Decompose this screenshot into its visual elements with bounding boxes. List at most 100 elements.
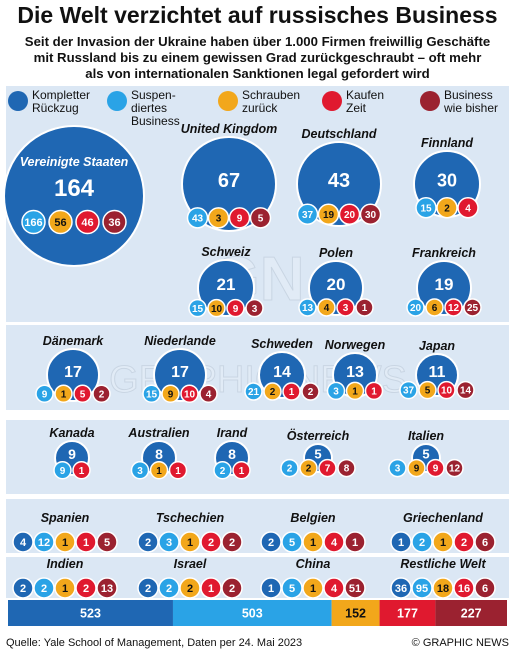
bubble-indien-suspended-value: 2 [41, 583, 47, 595]
bubble-irand-suspended-circle [213, 460, 232, 480]
bubble-israel-full_withdrawal-circle [137, 577, 159, 599]
bubble-schweden-suspended-circle [244, 382, 263, 401]
bubble-vereinigte-staaten-business_as_usual-value: 36 [108, 217, 120, 229]
bubble-schweiz-scaling_back-value: 10 [211, 304, 223, 315]
bubble-spanien-scaling_back-value: 1 [62, 537, 68, 549]
bubble-tschechien-suspended: 3 [158, 531, 180, 553]
country-label-japan: Japan [419, 339, 455, 353]
country-label-österreich: Österreich [287, 428, 350, 443]
bubble-indien-business_as_usual-value: 13 [101, 583, 113, 595]
bubble-australien-suspended-circle [130, 460, 150, 480]
bubble-japan-buying_time: 10 [437, 380, 456, 400]
bubble-finnland-suspended-value: 15 [420, 203, 432, 214]
bubble-frankreich-buying_time: 12 [444, 298, 463, 317]
bubble-belgien-business_as_usual: 1 [344, 531, 366, 553]
country-label-italien: Italien [408, 429, 444, 443]
bubble-israel-business_as_usual: 2 [221, 577, 243, 599]
bubble-australien-suspended: 3 [130, 460, 150, 480]
bubble-australien-main-value: 8 [155, 446, 163, 462]
country-label-kanada: Kanada [49, 426, 94, 440]
bubble-polen-business_as_usual: 1 [355, 298, 374, 317]
bubble-finnland-scaling_back: 2 [436, 197, 458, 219]
bubble-united-kingdom-business_as_usual-value: 5 [258, 213, 264, 224]
bubble-united-kingdom-scaling_back-circle [207, 207, 230, 229]
bubble-niederlande-buying_time-value: 10 [184, 389, 196, 400]
bubble-norwegen-main-value: 13 [346, 364, 364, 381]
bubble-schweden-buying_time: 1 [282, 382, 301, 401]
bubble-tschechien-full_withdrawal-circle [137, 531, 159, 553]
bubble-schweden-main-value: 14 [273, 364, 291, 381]
bubble-vereinigte-staaten-main-value: 164 [54, 175, 95, 202]
bubble-belgien-business_as_usual-circle [344, 531, 366, 553]
bubble-finnland-buying_time-circle [457, 197, 479, 219]
bubble-niederlande-business_as_usual-circle [199, 384, 218, 403]
bubble-vereinigte-staaten-scaling_back-circle [48, 209, 73, 235]
bubble-finnland-buying_time-value: 4 [465, 203, 471, 214]
legend-label-buying_time: Zeit [346, 101, 367, 115]
bubble-österreich-scaling_back-value: 2 [306, 464, 312, 475]
chart-title: Die Welt verzichtet auf russisches Busin… [17, 2, 498, 28]
bubble-restliche-welt-business_as_usual-circle [474, 577, 496, 599]
bubble-griechenland-business_as_usual-circle [474, 531, 496, 553]
bubble-österreich-buying_time-value: 7 [325, 464, 331, 475]
bubble-frankreich-business_as_usual: 25 [463, 298, 482, 317]
bubble-norwegen-buying_time-circle [364, 381, 384, 401]
country-label-deutschland: Deutschland [301, 127, 376, 141]
bubble-frankreich-suspended-value: 20 [410, 303, 422, 314]
country-deutschland: Deutschland 43 [296, 127, 382, 227]
bubble-tschechien-scaling_back: 1 [179, 531, 201, 553]
bubble-italien-suspended: 3 [388, 458, 407, 478]
bubble-niederlande-business_as_usual-value: 4 [206, 389, 212, 400]
bubble-china-full_withdrawal: 1 [260, 577, 282, 599]
legend-swatch-business_as_usual [420, 91, 440, 111]
bubble-schweden-scaling_back-value: 2 [270, 387, 276, 398]
country-label-frankreich: Frankreich [412, 246, 476, 260]
bubble-griechenland-full_withdrawal: 1 [390, 531, 412, 553]
bubble-china-scaling_back-value: 1 [310, 583, 316, 595]
bubble-niederlande-buying_time-circle [180, 384, 199, 403]
bubble-irand-suspended: 2 [213, 460, 232, 480]
bubble-schweden-business_as_usual: 2 [301, 382, 320, 401]
bubble-norwegen-suspended-circle [326, 381, 346, 401]
bubble-spanien-buying_time-value: 1 [83, 537, 89, 549]
bubble-griechenland-suspended-value: 2 [419, 537, 425, 549]
bubble-irand-buying_time-circle [232, 460, 251, 480]
bubble-australien-suspended-value: 3 [137, 466, 143, 477]
bubble-tschechien-business_as_usual: 2 [221, 531, 243, 553]
country-united-kingdom: United Kingdom 67 [181, 122, 277, 232]
bubble-griechenland-scaling_back: 1 [432, 531, 454, 553]
bubble-restliche-welt-buying_time-circle [453, 577, 475, 599]
bubble-dänemark-business_as_usual-circle [92, 384, 111, 403]
bubble-italien-business_as_usual-circle [445, 458, 464, 478]
bubble-finnland-buying_time: 4 [457, 197, 479, 219]
bubble-schweiz-scaling_back-circle [207, 298, 226, 318]
country-label-australien: Australien [127, 426, 189, 440]
bubble-restliche-welt-suspended-circle [411, 577, 433, 599]
bubble-deutschland-business_as_usual: 30 [359, 203, 382, 225]
country-label-schweden: Schweden [251, 337, 313, 351]
bubble-polen-buying_time-value: 3 [343, 303, 349, 314]
bubble-österreich-suspended-circle [280, 458, 299, 478]
bubble-belgien-business_as_usual-value: 1 [352, 537, 358, 549]
credit: © GRAPHIC NEWS [411, 637, 509, 649]
bubble-dänemark-business_as_usual: 2 [92, 384, 111, 403]
bubble-belgien-full_withdrawal-circle [260, 531, 282, 553]
bubble-schweden-suspended-value: 21 [248, 387, 260, 398]
bubble-china-buying_time: 4 [323, 577, 345, 599]
bubble-kanada-suspended: 9 [53, 460, 72, 480]
bubble-japan-scaling_back: 5 [418, 380, 437, 400]
bubble-italien-scaling_back: 9 [407, 458, 426, 478]
bubble-spanien-buying_time-circle [75, 531, 97, 553]
bubble-belgien-buying_time-circle [323, 531, 345, 553]
bubble-united-kingdom-suspended-circle [186, 207, 209, 229]
bubble-vereinigte-staaten-business_as_usual-circle [102, 209, 127, 235]
bubble-österreich-business_as_usual: 8 [337, 458, 356, 478]
country-label-indien: Indien [47, 557, 84, 571]
bubble-niederlande-suspended-value: 15 [146, 389, 158, 400]
bubble-deutschland-scaling_back: 19 [317, 203, 340, 225]
bubble-niederlande-buying_time: 10 [180, 384, 199, 403]
bubble-japan-scaling_back-circle [418, 380, 437, 400]
bubble-tschechien-suspended-circle [158, 531, 180, 553]
bubble-china-business_as_usual: 51 [344, 577, 366, 599]
bubble-norwegen-scaling_back-value: 1 [352, 386, 358, 397]
